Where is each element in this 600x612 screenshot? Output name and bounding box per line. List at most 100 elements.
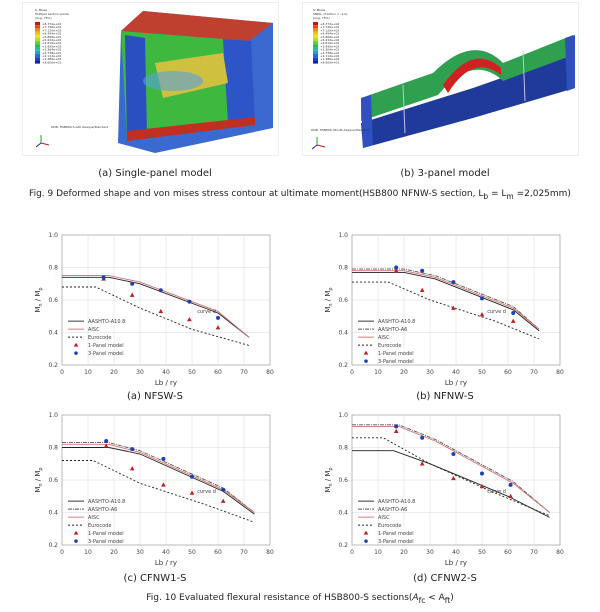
series-line xyxy=(352,437,550,517)
y-tick-label: 1.0 xyxy=(48,232,58,239)
data-point-1-panel xyxy=(215,325,221,330)
legend-value: +8.372e+02 xyxy=(320,22,339,26)
x-tick-label: 20 xyxy=(400,549,408,556)
series-line xyxy=(352,271,540,332)
chart-svg: 0.2 0.4 0.6 0.8 1.0 0 10 20 30 40 50 60 70 80 Lb / ry M… xyxy=(324,412,564,567)
chart-b-caption: (b) NFNW-S xyxy=(416,391,474,402)
legend-marker xyxy=(74,351,78,355)
legend-swatch xyxy=(35,47,40,51)
model-info-text: ODB: HSB800-S.odb Abaqus/Standard xyxy=(51,125,108,129)
legend-value: +7.120e+02 xyxy=(320,28,339,32)
chart-cfnw1-s: 0.2 0.4 0.6 0.8 1.0 0 10 20 30 40 50 60 70 80 Lb / ry M… xyxy=(20,405,290,575)
legend-label: AISC xyxy=(378,335,390,341)
y-tick-label: 0.2 xyxy=(338,542,348,549)
legend-swatch xyxy=(35,28,40,32)
legend-swatch xyxy=(35,31,40,35)
data-point-1-panel xyxy=(161,482,166,487)
curve-annotation: curve d xyxy=(487,309,506,315)
y-tick-label: 0.8 xyxy=(48,265,58,272)
data-point-1-panel xyxy=(187,317,192,322)
legend-label: AASHTO-A10.8 xyxy=(378,319,415,325)
data-point-3-panel xyxy=(190,474,194,479)
fig9-caption-text: Fig. 9 Deformed shape and von mises stre… xyxy=(29,189,484,199)
end-stiffener-right xyxy=(223,39,255,123)
series-line xyxy=(352,424,550,513)
y-axis-label: Mn / Mp xyxy=(34,467,44,492)
legend-value: +6.494e+02 xyxy=(42,32,61,36)
series-line xyxy=(62,276,250,338)
x-tick-label: 50 xyxy=(188,369,196,376)
legend-swatch xyxy=(313,57,318,61)
legend-value: +3.990e+02 xyxy=(42,44,61,48)
legend-swatch xyxy=(35,60,40,64)
x-axis-label: Lb / ry xyxy=(445,559,467,567)
y-tick-label: 0.4 xyxy=(48,330,58,337)
data-point-1-panel xyxy=(451,475,456,481)
legend-label: 1-Panel model xyxy=(378,531,414,537)
legend-value: +2.112e+02 xyxy=(320,54,339,58)
legend-value: +3.364e+02 xyxy=(42,48,61,52)
data-point-1-panel xyxy=(129,292,135,297)
x-tick-label: 70 xyxy=(530,549,538,556)
data-point-3-panel xyxy=(420,268,425,273)
y-tick-label: 1.0 xyxy=(48,412,58,419)
x-tick-label: 50 xyxy=(478,369,486,376)
fig9-caption: Fig. 9 Deformed shape and von mises stre… xyxy=(0,189,600,201)
legend-value: +3.364e+02 xyxy=(320,48,339,52)
fig10-sub-fc: fc xyxy=(418,595,426,605)
chart-nfsw-s: 0.2 0.4 0.6 0.8 1.0 0 10 20 30 40 50 60 70 80 Lb / ry M… xyxy=(20,225,290,395)
x-tick-label: 30 xyxy=(426,369,434,376)
stiffener-line xyxy=(402,84,406,134)
legend-label: AASHTO-A10.8 xyxy=(378,499,415,505)
data-point-1-panel xyxy=(510,318,516,323)
data-point-3-panel xyxy=(187,299,192,304)
legend-swatch xyxy=(313,31,318,35)
chart-nfnw-s: 0.2 0.4 0.6 0.8 1.0 0 10 20 30 40 50 60 70 80 Lb / ry M… xyxy=(310,225,580,395)
legend-swatch xyxy=(313,25,318,29)
legend-marker xyxy=(364,539,368,543)
legend-swatch xyxy=(313,54,318,58)
legend-swatch xyxy=(313,38,318,42)
legend-swatch xyxy=(35,54,40,58)
data-point-1-panel xyxy=(393,268,399,273)
legend-value: +5.868e+02 xyxy=(42,35,61,39)
model-info-text: ODB: HSB800-3P.odb Abaqus/Standard xyxy=(311,128,369,132)
plot-frame xyxy=(351,414,561,546)
chart-svg: 0.2 0.4 0.6 0.8 1.0 0 10 20 30 40 50 60 70 80 Lb / ry M… xyxy=(324,232,564,387)
series-line xyxy=(352,270,540,330)
x-tick-label: 70 xyxy=(530,369,538,376)
legend-value: +1.486e+02 xyxy=(320,57,339,61)
panel-b-caption: (b) 3-panel model xyxy=(400,168,490,179)
legend-value: +5.242e+02 xyxy=(320,38,339,42)
data-point-1-panel xyxy=(129,466,135,471)
fig9-caption-end: =2,025mm) xyxy=(513,189,571,199)
legend-label: AASHTO-A10.8 xyxy=(88,319,125,325)
legend-value: +2.738e+02 xyxy=(42,51,61,55)
y-tick-label: 0.6 xyxy=(338,477,348,484)
legend-swatch xyxy=(313,60,318,64)
y-tick-label: 0.2 xyxy=(48,362,58,369)
x-tick-label: 20 xyxy=(400,369,408,376)
web-panel xyxy=(361,35,573,121)
x-tick-label: 10 xyxy=(84,369,92,376)
legend-title: S, Mises xyxy=(35,8,48,12)
x-tick-label: 40 xyxy=(452,369,460,376)
legend-swatch xyxy=(313,22,318,26)
chart-svg: 0.2 0.4 0.6 0.8 1.0 0 10 20 30 40 50 60 70 80 Lb / ry M… xyxy=(34,412,274,567)
chart-cfnw2-s: 0.2 0.4 0.6 0.8 1.0 0 10 20 30 40 50 60 70 80 Lb / ry M… xyxy=(310,405,580,575)
x-tick-label: 0 xyxy=(350,549,354,556)
legend-label: 1-Panel model xyxy=(378,351,414,357)
legend-swatch xyxy=(313,28,318,32)
x-tick-label: 60 xyxy=(504,369,512,376)
data-point-3-panel xyxy=(508,482,513,487)
legend-label: 3-Panel model xyxy=(378,359,414,365)
series-line xyxy=(62,442,255,513)
fig9-sub-b: b xyxy=(483,191,489,201)
legend-subtitle: (Avg: 75%) xyxy=(313,16,330,20)
y-axis-label: Mn / Mp xyxy=(34,287,44,312)
stress-contour xyxy=(143,71,203,91)
legend-swatch xyxy=(313,41,318,45)
x-tick-label: 70 xyxy=(240,369,248,376)
